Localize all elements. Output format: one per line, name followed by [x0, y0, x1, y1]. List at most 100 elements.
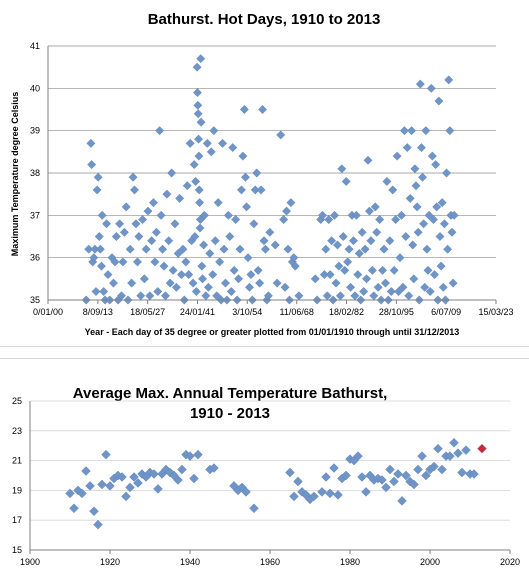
data-point [437, 198, 447, 208]
data-point [289, 491, 299, 502]
data-point [310, 274, 320, 284]
data-point [411, 181, 421, 191]
data-point [359, 287, 369, 297]
data-point [170, 219, 180, 229]
data-point [196, 117, 206, 127]
data-point [346, 282, 356, 292]
data-point [357, 227, 367, 237]
y-tick-label: 38 [30, 168, 40, 178]
chart-title: Bathurst. Hot Days, 1910 to 2013 [148, 11, 381, 28]
data-point [405, 193, 415, 203]
y-axis-ticks: 15 17 19 21 23 25 [12, 396, 22, 555]
data-point [343, 257, 353, 267]
data-point [193, 449, 203, 460]
data-point [431, 160, 441, 170]
data-point [121, 491, 131, 502]
data-point [193, 100, 203, 110]
data-point [331, 278, 341, 288]
data-point [93, 172, 103, 182]
y-tick-label: 36 [30, 253, 40, 263]
data-point [151, 227, 161, 237]
y-tick-label: 17 [12, 515, 22, 525]
data-point [338, 232, 348, 241]
data-point [125, 482, 135, 493]
data-point [325, 270, 335, 280]
data-point [195, 223, 205, 233]
data-point [421, 126, 431, 136]
data-point [148, 198, 158, 208]
data-point [402, 143, 412, 153]
data-point [97, 210, 107, 220]
data-point [341, 470, 351, 481]
data-point [327, 236, 337, 246]
data-point [351, 210, 361, 220]
data-point [457, 467, 467, 478]
data-point [119, 227, 129, 237]
data-point [231, 215, 241, 225]
data-point [421, 470, 431, 481]
data-point [241, 487, 251, 497]
data-point [65, 488, 75, 499]
data-point [184, 270, 194, 280]
data-point [213, 198, 223, 208]
data-point [389, 476, 399, 487]
chart-title-line-2: 1910 - 2013 [190, 405, 270, 422]
data-point [132, 257, 142, 267]
data-point [155, 126, 165, 136]
data-point [391, 215, 401, 225]
x-tick-label: 1980 [340, 557, 360, 567]
data-point [189, 160, 199, 170]
x-tick-label: 1900 [20, 557, 40, 567]
data-point [111, 232, 121, 241]
data-point [413, 464, 423, 475]
x-tick-label: 18/05/27 [130, 307, 165, 317]
data-point [89, 506, 99, 517]
x-tick-label: 28/10/95 [379, 307, 414, 317]
data-point [220, 278, 230, 288]
data-point [279, 215, 289, 225]
x-axis-label: Year - Each day of 35 degree or greater … [85, 327, 460, 337]
data-point [192, 62, 202, 72]
data-point [409, 274, 419, 284]
data-point [193, 109, 203, 119]
x-tick-label: 6/07/09 [431, 307, 461, 317]
data-point [84, 244, 94, 254]
x-tick-label: 8/09/13 [83, 307, 113, 317]
data-points [81, 54, 459, 305]
data-point [202, 138, 212, 148]
data-point [426, 83, 436, 93]
data-point [160, 291, 170, 301]
data-point [395, 253, 405, 263]
data-point [289, 253, 299, 263]
data-point [434, 96, 444, 106]
data-point [401, 232, 411, 241]
data-point [121, 202, 131, 212]
data-point [317, 487, 327, 497]
data-point [185, 451, 195, 461]
data-point [198, 274, 208, 284]
data-point [386, 287, 396, 297]
data-point [215, 257, 225, 267]
data-point [367, 265, 377, 275]
data-point [115, 219, 125, 229]
data-point [229, 265, 239, 275]
data-point [92, 185, 102, 195]
data-point [97, 479, 107, 490]
data-point [380, 278, 390, 288]
data-point [110, 257, 120, 267]
data-point [430, 270, 440, 280]
data-point [293, 476, 303, 487]
data-point [196, 54, 206, 64]
data-point [153, 287, 163, 297]
annual-average-chart-panel: Average Max. Annual Temperature Bathurst… [0, 358, 529, 579]
x-tick-label: 11/06/68 [280, 307, 314, 317]
data-point [435, 232, 445, 241]
data-point [423, 265, 433, 275]
data-point [194, 185, 204, 195]
data-point [353, 451, 363, 461]
x-tick-label: 24/01/41 [180, 307, 215, 317]
data-point [252, 168, 262, 178]
data-point [461, 445, 471, 455]
chart-title-line-1: Average Max. Annual Temperature Bathurst… [73, 385, 388, 402]
data-point [437, 464, 447, 475]
